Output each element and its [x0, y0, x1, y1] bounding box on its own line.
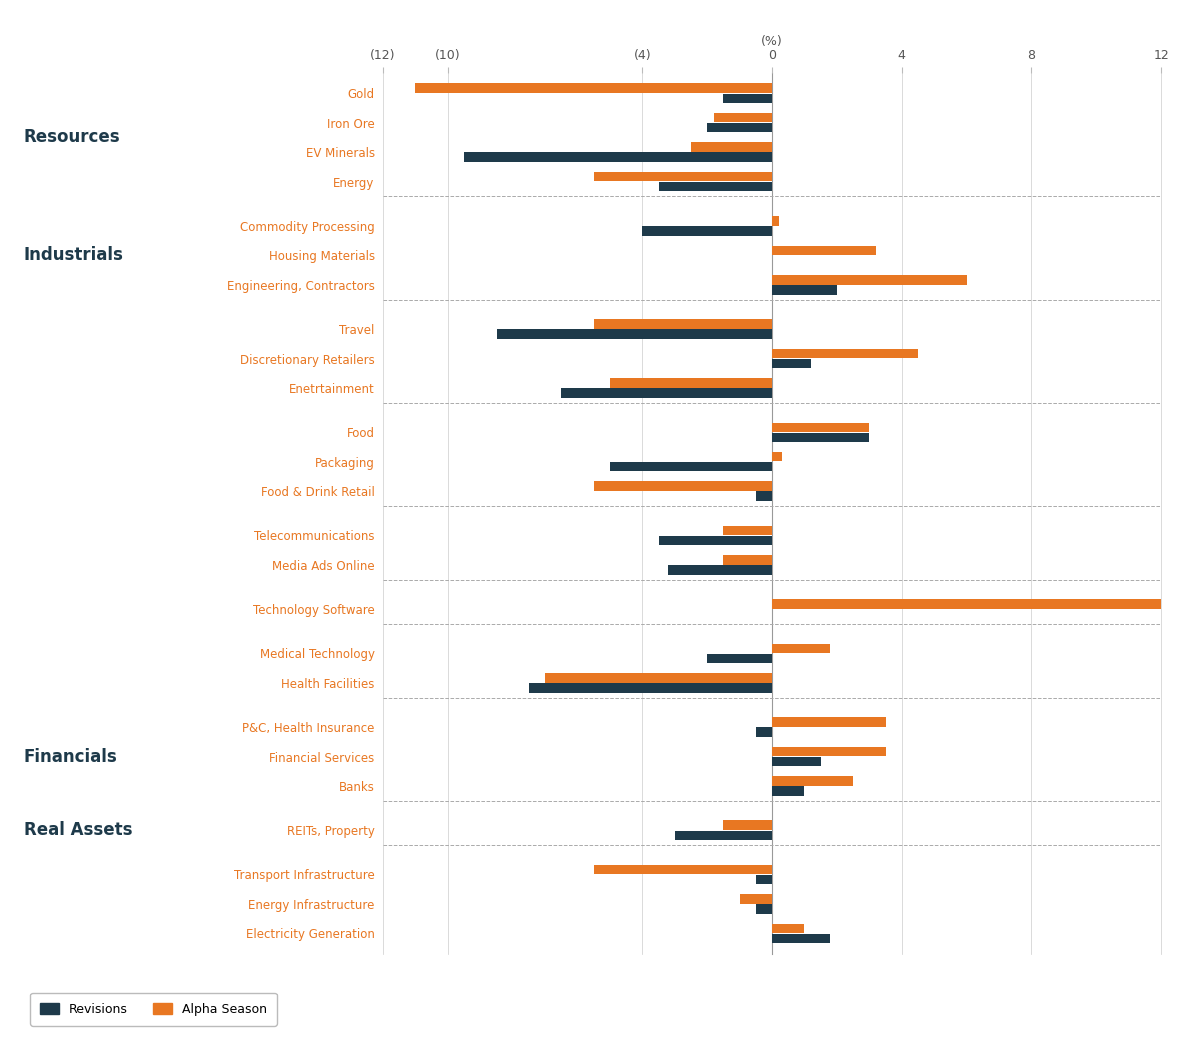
Bar	[723, 93, 772, 103]
X-axis label: (%): (%)	[761, 35, 783, 48]
Bar	[772, 644, 831, 653]
Bar	[713, 113, 772, 122]
Bar	[755, 875, 772, 885]
Bar	[772, 747, 886, 756]
Bar	[668, 565, 772, 574]
Bar	[772, 786, 804, 795]
Bar	[415, 84, 772, 93]
Text: Resources: Resources	[24, 129, 121, 146]
Bar	[723, 526, 772, 535]
Bar	[594, 319, 772, 329]
Bar	[594, 481, 772, 491]
Bar	[594, 172, 772, 181]
Bar	[772, 285, 837, 295]
Bar	[772, 452, 782, 461]
Text: Real Assets: Real Assets	[24, 821, 133, 839]
Bar	[723, 555, 772, 564]
Bar	[707, 653, 772, 663]
Bar	[772, 599, 1161, 609]
Bar	[772, 718, 886, 727]
Bar	[610, 463, 772, 472]
Bar	[707, 123, 772, 133]
Bar	[772, 422, 869, 432]
Bar	[772, 275, 967, 284]
Bar	[740, 894, 772, 903]
Bar	[772, 924, 804, 933]
Bar	[529, 683, 772, 693]
Bar	[755, 727, 772, 736]
Bar	[755, 492, 772, 501]
Bar	[675, 831, 772, 840]
Text: Financials: Financials	[24, 748, 117, 765]
Bar	[658, 536, 772, 545]
Bar	[610, 379, 772, 388]
Bar	[497, 330, 772, 339]
Bar	[772, 757, 821, 766]
Bar	[594, 865, 772, 874]
Bar	[772, 432, 869, 442]
Bar	[772, 246, 876, 255]
Bar	[755, 904, 772, 914]
Bar	[772, 933, 831, 943]
Bar	[772, 777, 853, 786]
Text: Industrials: Industrials	[24, 247, 123, 264]
Bar	[723, 820, 772, 830]
Bar	[691, 142, 772, 151]
Bar	[545, 673, 772, 682]
Bar	[561, 388, 772, 398]
Bar	[643, 226, 772, 235]
Bar	[772, 348, 918, 358]
Legend: Revisions, Alpha Season: Revisions, Alpha Season	[30, 992, 277, 1026]
Bar	[772, 359, 812, 368]
Bar	[658, 181, 772, 192]
Bar	[772, 216, 778, 226]
Bar	[464, 152, 772, 162]
